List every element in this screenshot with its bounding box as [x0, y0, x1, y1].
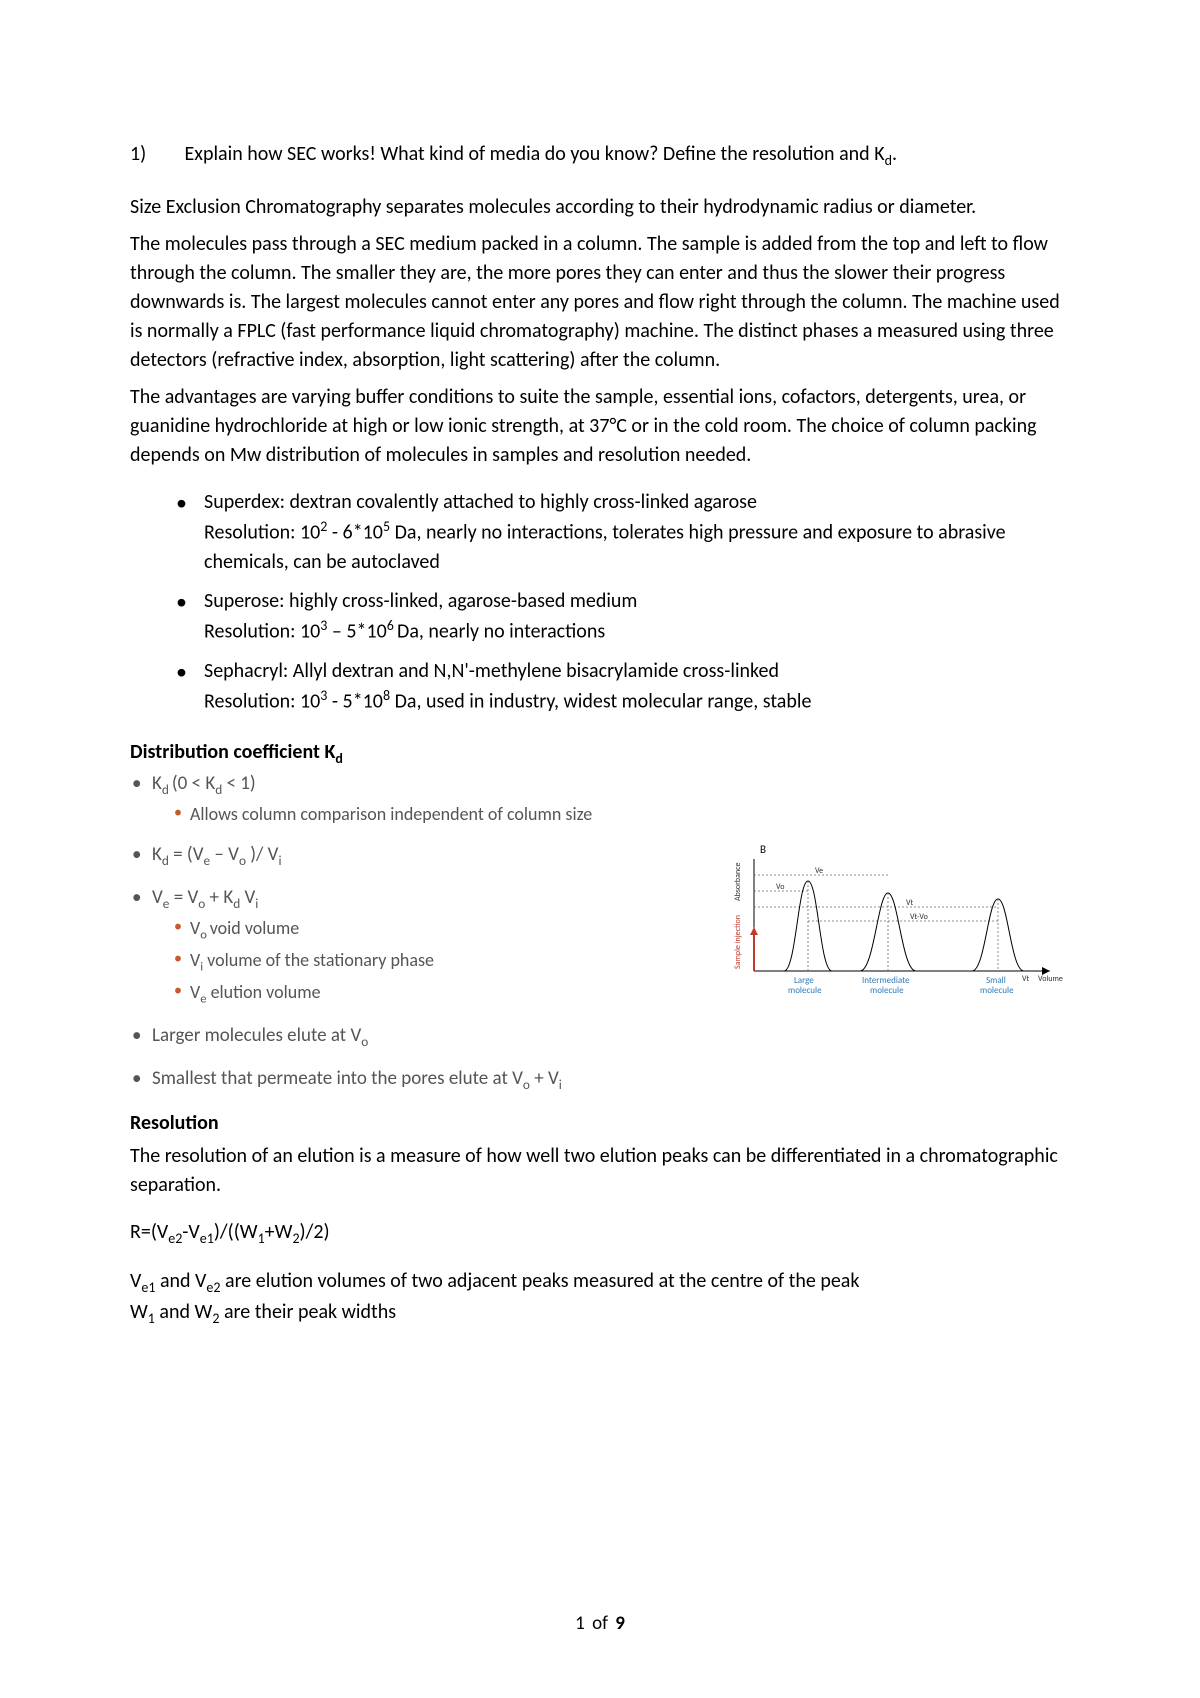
kd-item-1: Kd (0 < Kd < 1) Allows column comparison…: [132, 770, 1070, 827]
chrom-label-b: B: [760, 843, 766, 856]
kd-item-3-sub2: Vi volume of the stationary phase: [174, 947, 680, 977]
chrom-y-sample: Sample injection: [733, 915, 743, 969]
resolution-paragraph: The resolution of an elution is a measur…: [130, 1142, 1070, 1200]
resolution-heading: Resolution: [130, 1109, 1070, 1138]
media-list: Superdex: dextran covalently attached to…: [130, 488, 1070, 716]
explanation-1: Ve1 and Ve2 are elution volumes of two a…: [130, 1267, 1070, 1298]
chrom-vo: Vo: [776, 882, 784, 892]
chrom-large2: molecule: [788, 985, 822, 996]
paragraph-2: The molecules pass through a SEC medium …: [130, 230, 1070, 375]
chromatogram-figure: B Absorbance Sample injection Ve Vo Vt V…: [710, 841, 1070, 1010]
page-total: 9: [615, 1612, 625, 1635]
kd-item-3-sub1: Vo void volume: [174, 915, 680, 945]
kd-item-1-sub: Allows column comparison independent of …: [174, 801, 1070, 827]
chromatogram-svg: B Absorbance Sample injection Ve Vo Vt V…: [710, 841, 1070, 1001]
chrom-vtvo: Vt-Vo: [910, 912, 928, 922]
question-number: 1): [130, 140, 180, 169]
chrom-y-absorbance: Absorbance: [733, 862, 743, 901]
kd-list-3: Larger molecules elute at Vo Smallest th…: [130, 1022, 1070, 1094]
explanation-2: W1 and W2 are their peak widths: [130, 1298, 1070, 1329]
kd-list-2: Kd = (Ve – Vo )/ Vi Ve = Vo + Kd Vi Vo v…: [130, 841, 680, 1009]
page-number: 1: [575, 1612, 585, 1635]
chrom-volume: Volume: [1038, 974, 1063, 984]
media-item-superose: Superose: highly cross-linked, agarose-b…: [176, 587, 1070, 647]
resolution-formula: R=(Ve2-Ve1)/((W1+W2)/2): [130, 1218, 1070, 1249]
media-item-sephacryl: Sephacryl: Allyl dextran and N,N'-methyl…: [176, 657, 1070, 717]
kd-item-4: Larger molecules elute at Vo: [132, 1022, 1070, 1051]
media-item-superdex: Superdex: dextran covalently attached to…: [176, 488, 1070, 577]
paragraph-1: Size Exclusion Chromatography separates …: [130, 193, 1070, 222]
kd-list: Kd (0 < Kd < 1) Allows column comparison…: [130, 770, 1070, 827]
kd-item-3-sub3: Ve elution volume: [174, 979, 680, 1009]
chrom-vt-tick: Vt: [1022, 974, 1030, 984]
chrom-ve: Ve: [815, 866, 823, 876]
chrom-inter2: molecule: [870, 985, 904, 996]
question-text: Explain how SEC works! What kind of medi…: [185, 142, 897, 166]
kd-item-5: Smallest that permeate into the pores el…: [132, 1065, 1070, 1094]
question-line: 1) Explain how SEC works! What kind of m…: [130, 140, 1070, 171]
chrom-small2: molecule: [980, 985, 1014, 996]
page-of: of: [592, 1612, 608, 1635]
kd-item-3: Ve = Vo + Kd Vi Vo void volume Vi volume…: [132, 884, 680, 1009]
kd-heading: Distribution coefficient Kd: [130, 738, 1070, 769]
paragraph-3: The advantages are varying buffer condit…: [130, 383, 1070, 470]
page-footer: 1 of 9: [0, 1610, 1200, 1638]
chrom-vt: Vt: [906, 898, 914, 908]
kd-item-2: Kd = (Ve – Vo )/ Vi: [132, 841, 680, 870]
